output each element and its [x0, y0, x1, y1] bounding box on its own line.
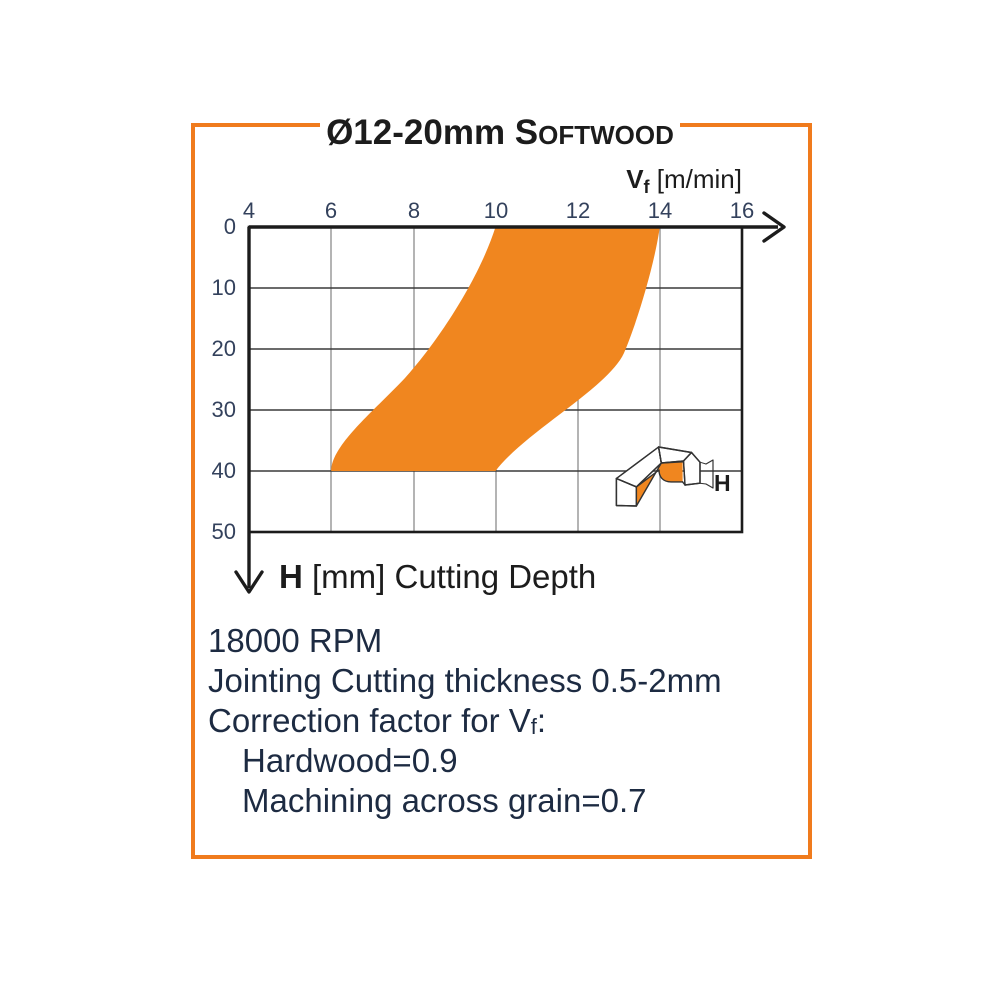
- svg-text:H: H: [714, 470, 731, 496]
- svg-text:H [mm] Cutting Depth: H [mm] Cutting Depth: [279, 558, 596, 595]
- svg-text:0: 0: [224, 214, 236, 239]
- svg-text:20: 20: [212, 336, 236, 361]
- svg-text:16: 16: [730, 198, 754, 223]
- svg-text:6: 6: [325, 198, 337, 223]
- svg-text:12: 12: [566, 198, 590, 223]
- svg-text:4: 4: [243, 198, 255, 223]
- svg-text:Jointing Cutting thickness 0.5: Jointing Cutting thickness 0.5-2mm: [208, 662, 722, 699]
- svg-text:Vf [m/min]: Vf [m/min]: [626, 164, 742, 197]
- svg-text:40: 40: [212, 458, 236, 483]
- svg-text:50: 50: [212, 519, 236, 544]
- svg-text:14: 14: [648, 198, 672, 223]
- svg-text:18000 RPM: 18000 RPM: [208, 622, 382, 659]
- svg-text:Correction factor for Vf:: Correction factor for Vf:: [208, 702, 546, 739]
- svg-text:8: 8: [408, 198, 420, 223]
- svg-text:Hardwood=0.9: Hardwood=0.9: [242, 742, 458, 779]
- svg-text:10: 10: [484, 198, 508, 223]
- svg-text:10: 10: [212, 275, 236, 300]
- svg-text:30: 30: [212, 397, 236, 422]
- svg-text:Machining across grain=0.7: Machining across grain=0.7: [242, 782, 646, 819]
- svg-text:Ø12-20mm SOFTWOOD: Ø12-20mm SOFTWOOD: [326, 113, 674, 152]
